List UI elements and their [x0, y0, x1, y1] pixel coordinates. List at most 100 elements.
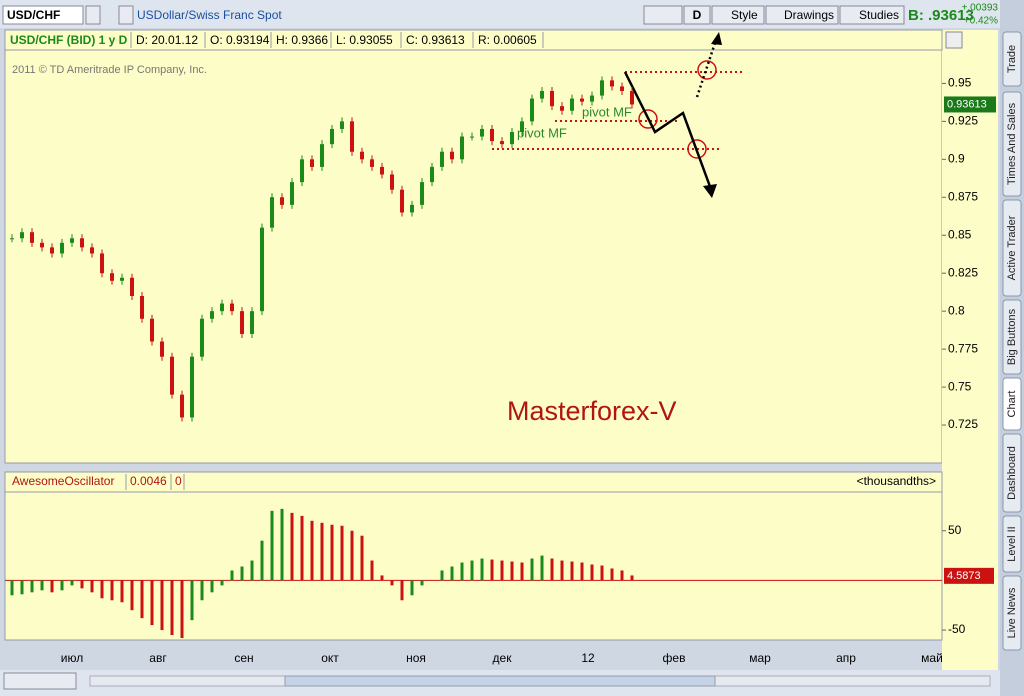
side-tab[interactable]: [1002, 515, 1022, 573]
x-tick-label: май: [921, 651, 943, 665]
y-tick-label: 0.85: [948, 227, 972, 241]
candle: [270, 197, 274, 228]
arrowhead: [711, 32, 722, 45]
price-panel: [4, 49, 943, 464]
value-label-box: [944, 567, 994, 584]
candle: [580, 98, 584, 102]
candle: [140, 295, 144, 319]
side-tab-label: Trade: [1006, 45, 1018, 73]
candle: [460, 136, 464, 160]
style-button[interactable]: [711, 5, 765, 25]
candle: [120, 277, 124, 281]
candle: [540, 90, 544, 99]
candle: [490, 128, 494, 142]
y-tick-label: 0.95: [948, 76, 972, 90]
scroll-thumb[interactable]: [284, 675, 716, 687]
candle: [210, 311, 214, 319]
x-tick-label: 12: [581, 651, 595, 665]
candle: [40, 242, 44, 248]
candle: [130, 277, 134, 296]
candle: [360, 151, 364, 160]
candle: [150, 318, 154, 342]
menu-button[interactable]: [85, 5, 101, 25]
candle: [530, 98, 534, 122]
candle: [100, 253, 104, 274]
candle: [80, 238, 84, 248]
x-tick-label: сен: [234, 651, 253, 665]
study-value: 0: [175, 474, 182, 488]
study-name: AwesomeOscillator: [12, 474, 114, 488]
side-tab[interactable]: [1002, 433, 1022, 513]
x-tick-label: апр: [836, 651, 856, 665]
candle: [600, 80, 604, 96]
units: <thousandths>: [857, 474, 936, 488]
x-tick-label: ноя: [406, 651, 426, 665]
candle: [390, 174, 394, 190]
side-tab[interactable]: [1002, 299, 1022, 375]
watermark: Masterforex-V: [507, 396, 677, 426]
side-tab-label: Dashboard: [1006, 446, 1018, 500]
side-tab[interactable]: [1002, 575, 1022, 651]
price-label-box: [944, 96, 996, 113]
side-tab-label: Live News: [1006, 587, 1018, 638]
symbol-box[interactable]: [2, 5, 84, 25]
candle: [200, 318, 204, 357]
candle: [60, 242, 64, 254]
style-label: Style: [731, 8, 758, 22]
candle: [440, 151, 444, 167]
candle: [480, 128, 484, 137]
candle: [470, 136, 474, 138]
candle: [550, 90, 554, 107]
arrowhead: [703, 184, 717, 198]
y-tick-label: 0.9: [948, 151, 965, 165]
side-tab-label: Times And Sales: [1006, 102, 1018, 185]
side-tab-label: Chart: [1006, 391, 1018, 418]
candle: [370, 159, 374, 167]
tool-button[interactable]: [643, 5, 683, 25]
x-tick-label: авг: [149, 651, 167, 665]
drawings-button[interactable]: [765, 5, 839, 25]
side-tab[interactable]: [1002, 91, 1022, 197]
candle: [230, 303, 234, 312]
candle: [590, 95, 594, 102]
candle: [560, 106, 564, 111]
hash-button[interactable]: [118, 5, 134, 25]
candle: [30, 232, 34, 243]
candle: [310, 159, 314, 167]
x-tick-label: дек: [493, 651, 513, 665]
studies-button[interactable]: [839, 5, 905, 25]
side-tab[interactable]: [1002, 199, 1022, 297]
candle: [320, 144, 324, 167]
candle: [250, 311, 254, 334]
price-label: 0.93613: [947, 98, 987, 110]
candle: [50, 247, 54, 254]
period-button[interactable]: [683, 5, 711, 25]
side-tab[interactable]: [1002, 377, 1022, 431]
candle: [300, 159, 304, 183]
period: D: [693, 8, 702, 22]
candle: [570, 98, 574, 111]
drawings-label: Drawings: [784, 8, 834, 22]
x-tick-label: июл: [61, 651, 83, 665]
header-field: C: 0.93613: [406, 33, 465, 47]
symbol: USD/CHF: [7, 8, 60, 22]
side-tab[interactable]: [1002, 31, 1022, 87]
axis-area: [942, 30, 998, 670]
candle: [500, 141, 504, 145]
x-tick-label: мар: [749, 651, 771, 665]
y-tick-label: 0.8: [948, 303, 965, 317]
candle: [170, 356, 174, 395]
bid: B: .93613: [908, 7, 974, 24]
header-field: D: 20.01.12: [136, 33, 198, 47]
header-field: O: 0.93194: [210, 33, 270, 47]
candle: [450, 151, 454, 160]
studies-label: Studies: [859, 8, 899, 22]
settings-button[interactable]: [945, 31, 963, 49]
candle: [20, 232, 24, 239]
change-pct: +0.42%: [964, 16, 998, 27]
zoom-controls[interactable]: [3, 672, 77, 690]
annotation: pivot MF: [582, 104, 632, 119]
candle: [160, 341, 164, 357]
candle: [380, 166, 384, 175]
